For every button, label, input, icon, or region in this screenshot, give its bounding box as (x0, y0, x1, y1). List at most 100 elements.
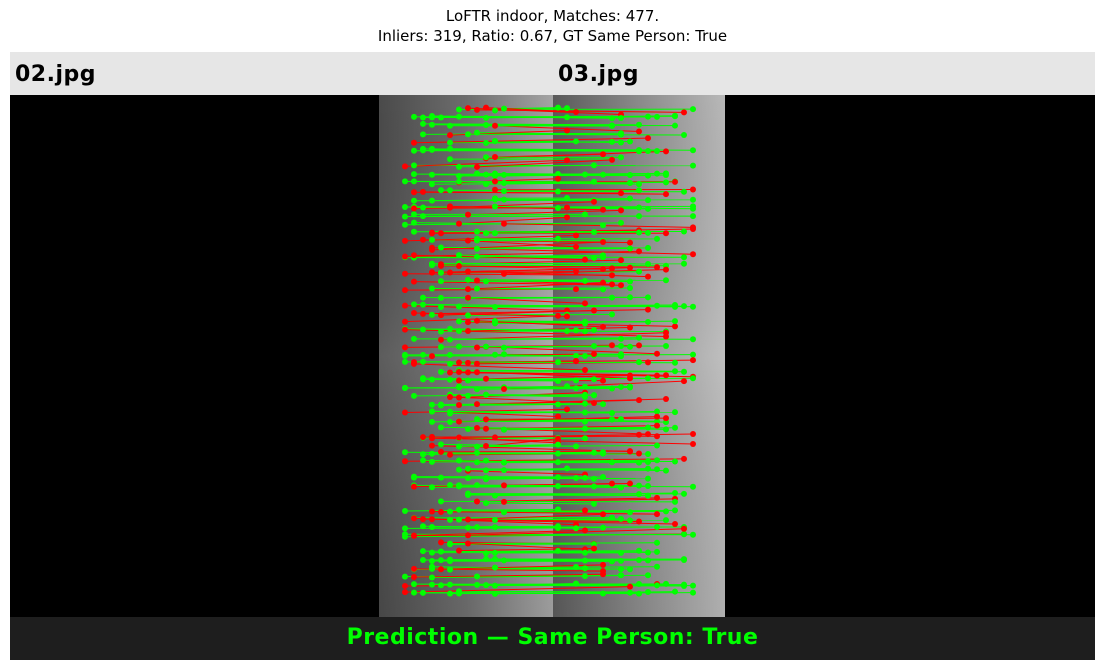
inlier-keypoint (636, 334, 642, 341)
outlier-keypoint (465, 294, 471, 301)
inlier-match-line (440, 403, 604, 407)
inlier-keypoint (654, 148, 660, 155)
inlier-keypoint (411, 474, 417, 481)
inlier-keypoint (402, 525, 408, 532)
inlier-keypoint (591, 483, 597, 490)
outlier-keypoint (456, 418, 462, 425)
outlier-keypoint (636, 431, 642, 438)
outlier-keypoint (456, 369, 462, 376)
inlier-keypoint (474, 443, 480, 450)
inlier-keypoint (618, 154, 624, 161)
inlier-keypoint (645, 465, 651, 472)
inlier-keypoint (420, 548, 426, 555)
inlier-keypoint (618, 566, 624, 573)
left-image-label: 02.jpg (15, 62, 97, 87)
outlier-keypoint (411, 252, 417, 259)
outlier-keypoint (411, 360, 417, 367)
inlier-keypoint (420, 326, 426, 333)
outlier-keypoint (663, 329, 669, 336)
outlier-keypoint (438, 336, 444, 343)
outlier-keypoint (609, 480, 615, 487)
inlier-keypoint (600, 590, 606, 597)
inlier-keypoint (429, 121, 435, 128)
inlier-match-line (422, 361, 676, 364)
inlier-keypoint (618, 353, 624, 360)
inlier-keypoint (429, 450, 435, 457)
inlier-keypoint (474, 524, 480, 531)
inlier-keypoint (447, 145, 453, 152)
inlier-match-line (467, 426, 649, 430)
inlier-keypoint (483, 181, 489, 188)
inlier-keypoint (420, 457, 426, 464)
inlier-keypoint (429, 565, 435, 572)
inlier-keypoint (465, 392, 471, 399)
inlier-keypoint (411, 113, 417, 120)
inlier-keypoint (474, 573, 480, 580)
inlier-keypoint (474, 416, 480, 423)
inlier-keypoint (474, 386, 480, 393)
inlier-keypoint (465, 377, 471, 384)
inlier-keypoint (681, 490, 687, 497)
inlier-keypoint (591, 541, 597, 548)
inlier-keypoint (690, 205, 696, 212)
inlier-match-line (440, 403, 586, 405)
inlier-match-line (494, 198, 649, 201)
inlier-match-line (422, 459, 559, 463)
inlier-keypoint (609, 558, 615, 565)
inlier-keypoint (492, 230, 498, 237)
inlier-keypoint (591, 229, 597, 236)
outlier-keypoint (663, 415, 669, 422)
outlier-keypoint (438, 566, 444, 573)
outlier-keypoint (618, 207, 624, 214)
outlier-keypoint (411, 278, 417, 285)
inlier-keypoint (411, 162, 417, 169)
inlier-keypoint (618, 484, 624, 491)
outlier-keypoint (438, 262, 444, 269)
inlier-match-line (422, 132, 622, 135)
inlier-keypoint (438, 294, 444, 301)
inlier-keypoint (456, 466, 462, 473)
inlier-keypoint (636, 547, 642, 554)
outlier-keypoint (474, 401, 480, 408)
outlier-keypoint (654, 511, 660, 518)
inlier-keypoint (591, 376, 597, 383)
outlier-keypoint (402, 302, 408, 309)
inlier-match-line (449, 584, 658, 586)
inlier-keypoint (636, 590, 642, 597)
inlier-keypoint (411, 147, 417, 154)
inlier-match-line (494, 205, 694, 210)
outlier-keypoint (429, 230, 435, 237)
inlier-keypoint (654, 524, 660, 531)
inlier-keypoint (420, 451, 426, 458)
outlier-keypoint (429, 508, 435, 515)
inlier-keypoint (429, 376, 435, 383)
outlier-match-line (449, 201, 595, 209)
outlier-keypoint (438, 312, 444, 319)
inlier-keypoint (654, 302, 660, 309)
inlier-keypoint (411, 589, 417, 596)
inlier-keypoint (582, 565, 588, 572)
inlier-keypoint (627, 138, 633, 145)
inlier-keypoint (573, 352, 579, 359)
inlier-keypoint (663, 426, 669, 433)
inlier-keypoint (402, 385, 408, 392)
inlier-keypoint (672, 507, 678, 514)
inlier-keypoint (555, 547, 561, 554)
inlier-keypoint (447, 376, 453, 383)
inlier-keypoint (429, 523, 435, 530)
inlier-keypoint (681, 188, 687, 195)
inlier-match-line (458, 262, 649, 265)
outlier-keypoint (681, 525, 687, 532)
inlier-keypoint (690, 582, 696, 589)
inlier-keypoint (402, 352, 408, 359)
outlier-match-line (404, 586, 631, 593)
inlier-keypoint (438, 244, 444, 251)
inlier-keypoint (645, 492, 651, 499)
inlier-keypoint (672, 359, 678, 366)
inlier-keypoint (681, 303, 687, 310)
inlier-keypoint (564, 114, 570, 121)
inlier-keypoint (429, 408, 435, 415)
outlier-keypoint (501, 385, 507, 392)
outlier-keypoint (555, 312, 561, 319)
inlier-keypoint (600, 474, 606, 481)
